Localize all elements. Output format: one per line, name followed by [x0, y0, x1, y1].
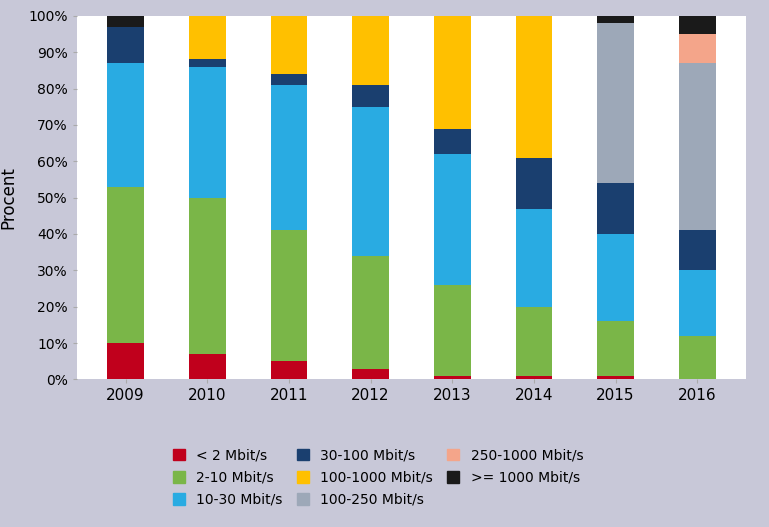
Bar	[679, 230, 715, 270]
Bar	[434, 129, 471, 154]
Bar	[515, 376, 552, 379]
Bar	[108, 16, 144, 27]
Bar	[271, 16, 308, 74]
Bar	[108, 343, 144, 379]
Bar	[598, 321, 634, 376]
Bar	[108, 63, 144, 187]
Bar	[679, 270, 715, 336]
Bar	[271, 362, 308, 379]
Bar	[352, 368, 389, 379]
Bar	[271, 85, 308, 230]
Bar	[189, 16, 225, 60]
Bar	[679, 336, 715, 379]
Bar	[679, 16, 715, 34]
Bar	[515, 209, 552, 307]
Bar	[271, 230, 308, 362]
Legend: < 2 Mbit/s, 2-10 Mbit/s, 10-30 Mbit/s, 30-100 Mbit/s, 100-1000 Mbit/s, 100-250 M: < 2 Mbit/s, 2-10 Mbit/s, 10-30 Mbit/s, 3…	[173, 448, 583, 507]
Bar	[598, 234, 634, 321]
Bar	[434, 16, 471, 129]
Bar	[598, 16, 634, 23]
Bar	[352, 85, 389, 106]
Bar	[598, 183, 634, 234]
Bar	[271, 74, 308, 85]
Bar	[108, 187, 144, 343]
Bar	[352, 106, 389, 256]
Y-axis label: Procent: Procent	[0, 166, 17, 229]
Bar	[679, 63, 715, 230]
Bar	[434, 154, 471, 285]
Bar	[189, 198, 225, 354]
Bar	[515, 158, 552, 209]
Bar	[598, 23, 634, 183]
Bar	[434, 376, 471, 379]
Bar	[352, 256, 389, 368]
Bar	[679, 34, 715, 63]
Bar	[434, 285, 471, 376]
Bar	[108, 27, 144, 63]
Bar	[189, 354, 225, 379]
Bar	[189, 67, 225, 198]
Bar	[598, 376, 634, 379]
Bar	[189, 60, 225, 67]
Bar	[352, 16, 389, 85]
Bar	[515, 16, 552, 158]
Bar	[515, 307, 552, 376]
